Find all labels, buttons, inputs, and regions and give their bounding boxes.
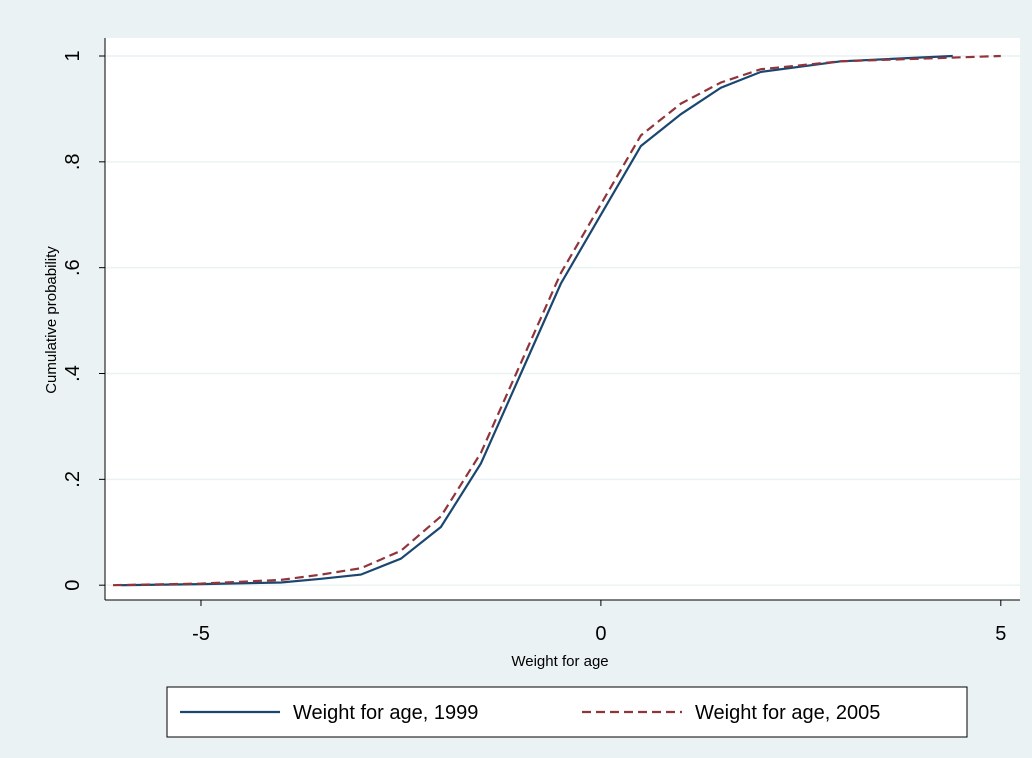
y-tick-label: .4 xyxy=(62,365,84,382)
data-line xyxy=(120,54,953,587)
x-tick-label: 0 xyxy=(595,623,606,645)
legend-label: Weight for age, 1999 xyxy=(293,702,478,724)
data-line xyxy=(112,54,1001,587)
legend xyxy=(166,686,968,738)
x-tick-label: -5 xyxy=(192,623,210,645)
y-tick-label: .6 xyxy=(62,259,84,276)
y-tick-label: .2 xyxy=(62,471,84,488)
y-axis-label: Cumulative probability xyxy=(43,246,60,394)
x-axis-label: Weight for age xyxy=(511,653,608,670)
y-tick-label: .8 xyxy=(62,153,84,170)
legend-label: Weight for age, 2005 xyxy=(695,702,880,724)
x-tick-label: 5 xyxy=(995,623,1006,645)
y-tick-label: 0 xyxy=(62,580,84,591)
plot-area xyxy=(105,38,1020,600)
y-tick-label: 1 xyxy=(62,50,84,61)
